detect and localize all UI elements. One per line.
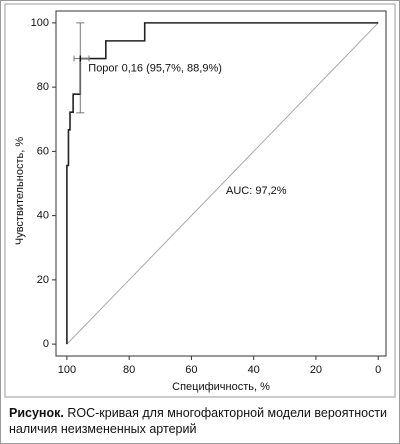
x-tick-label: 40 (248, 364, 260, 376)
chart-border (4, 3, 396, 398)
caption: Рисунок. ROC-кривая для многофакторной м… (9, 405, 393, 437)
x-tick-label: 60 (185, 364, 197, 376)
x-tick-label: 20 (310, 364, 322, 376)
plot-frame (55, 10, 387, 357)
annotation: Порог 0,16 (95,7%, 88,9%) (88, 62, 222, 74)
caption-text: ROC-кривая для многофакторной модели вер… (9, 406, 388, 436)
reference-line (66, 22, 379, 345)
annotation: AUC: 97,2% (226, 185, 287, 197)
chart: Специфичность, % Чувствительность, % 100… (4, 3, 396, 398)
caption-label: Рисунок. (9, 406, 64, 420)
x-axis-title: Специфичность, % (172, 381, 270, 393)
roc-curve (66, 22, 379, 345)
y-tick-label: 0 (43, 338, 49, 350)
x-tick-label: 80 (123, 364, 135, 376)
x-tick-label: 0 (375, 364, 381, 376)
y-axis-title: Чувствительность, % (14, 137, 26, 245)
y-tick-label: 40 (37, 210, 49, 222)
y-tick-label: 60 (37, 145, 49, 157)
x-tick-label: 100 (58, 364, 76, 376)
y-tick-label: 100 (31, 17, 49, 29)
y-tick-label: 20 (37, 274, 49, 286)
y-tick-label: 80 (37, 81, 49, 93)
